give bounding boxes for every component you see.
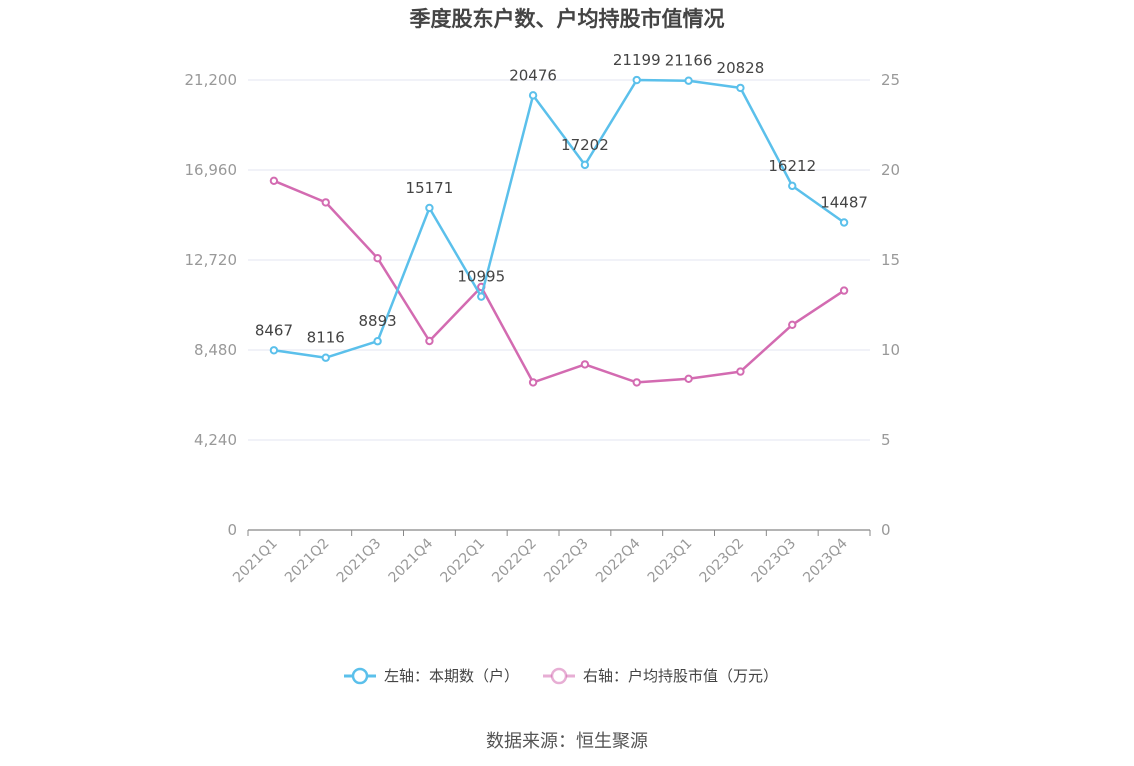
x-tick-label: 2023Q1: [645, 536, 696, 587]
data-point: [632, 75, 641, 85]
right-axis-ticks: 0 5 10 15 20 25: [881, 71, 900, 539]
right-tick-label: 15: [881, 251, 900, 269]
series-lines: [269, 75, 849, 387]
data-point: [373, 254, 382, 263]
x-tick-label: 2022Q3: [541, 536, 592, 587]
right-tick-label: 10: [881, 341, 900, 359]
x-tick-label: 2021Q1: [230, 536, 281, 587]
series-shareholders: [269, 75, 849, 362]
data-point: [321, 198, 330, 207]
data-label: 14487: [820, 193, 868, 211]
data-point: [736, 83, 745, 93]
left-tick-label: 21,200: [185, 71, 238, 89]
gridlines: [248, 79, 870, 441]
data-point: [528, 91, 538, 100]
x-tick-label: 2023Q2: [697, 536, 748, 587]
legend-label: 右轴：户均持股市值（万元）: [583, 667, 778, 685]
source-note: 数据来源：恒生聚源: [486, 731, 648, 752]
data-point: [839, 218, 849, 227]
data-point: [425, 336, 434, 346]
data-label: 8116: [307, 329, 345, 347]
x-tick-label: 2022Q1: [437, 536, 488, 587]
legend-marker: [351, 667, 369, 685]
data-label: 20476: [509, 66, 557, 84]
data-label: 15171: [406, 179, 454, 197]
series-line: [273, 78, 845, 359]
data-point: [839, 286, 849, 295]
data-point: [321, 353, 330, 362]
x-tick-label: 2023Q4: [800, 535, 851, 586]
left-tick-label: 0: [227, 521, 237, 539]
data-label: 8467: [255, 321, 293, 339]
data-point: [632, 378, 641, 387]
right-tick-label: 25: [881, 71, 900, 89]
left-tick-label: 4,240: [194, 431, 237, 449]
data-label: 21199: [613, 51, 661, 69]
data-label: 10995: [457, 268, 505, 286]
legend-item-avg-holding-value[interactable]: 右轴：户均持股市值（万元）: [543, 667, 778, 685]
data-point: [373, 337, 382, 346]
data-label: 20828: [717, 59, 765, 77]
right-tick-label: 0: [881, 521, 891, 539]
data-point: [684, 374, 693, 383]
left-axis-ticks: 0 4,240 8,480 12,720 16,960 21,200: [185, 71, 238, 539]
x-tick-label: 2021Q3: [334, 536, 385, 587]
series-avg-holding-value: [269, 176, 849, 387]
data-label: 21166: [665, 52, 713, 70]
right-tick-label: 5: [881, 431, 891, 449]
left-tick-label: 16,960: [185, 161, 238, 179]
x-tick-label: 2021Q4: [386, 535, 437, 586]
data-point: [269, 346, 279, 355]
data-point: [788, 181, 797, 191]
series-line: [273, 179, 845, 384]
data-point: [528, 378, 538, 387]
left-tick-label: 8,480: [194, 341, 237, 359]
data-point: [477, 292, 486, 301]
data-label: 8893: [358, 312, 396, 330]
data-point: [684, 76, 693, 85]
data-point: [580, 360, 590, 369]
data-labels: 8467 8116 8893 15171 10995 20476 17202 21199 211…: [255, 51, 868, 347]
legend[interactable]: 左轴：本期数（户） 右轴：户均持股市值（万元）: [344, 667, 778, 685]
chart-title: 季度股东户数、户均持股市值情况: [410, 7, 725, 31]
data-label: 16212: [768, 157, 816, 175]
data-label: 17202: [561, 136, 609, 154]
data-point: [788, 320, 797, 329]
left-tick-label: 12,720: [185, 251, 238, 269]
legend-label: 左轴：本期数（户）: [384, 667, 519, 685]
data-point: [580, 160, 590, 170]
data-point: [736, 367, 745, 376]
x-axis: 2021Q1 2021Q2 2021Q3 2021Q4 2022Q1 2022Q2 2022…: [230, 529, 871, 587]
x-tick-label: 2022Q4: [593, 535, 644, 586]
data-point: [425, 203, 434, 213]
x-tick-label: 2021Q2: [282, 536, 333, 587]
legend-marker: [550, 667, 568, 685]
legend-item-shareholders[interactable]: 左轴：本期数（户）: [344, 667, 519, 685]
data-point: [269, 176, 279, 186]
x-tick-label: 2023Q3: [748, 536, 799, 587]
right-tick-label: 20: [881, 161, 900, 179]
x-tick-label: 2022Q2: [489, 536, 540, 587]
